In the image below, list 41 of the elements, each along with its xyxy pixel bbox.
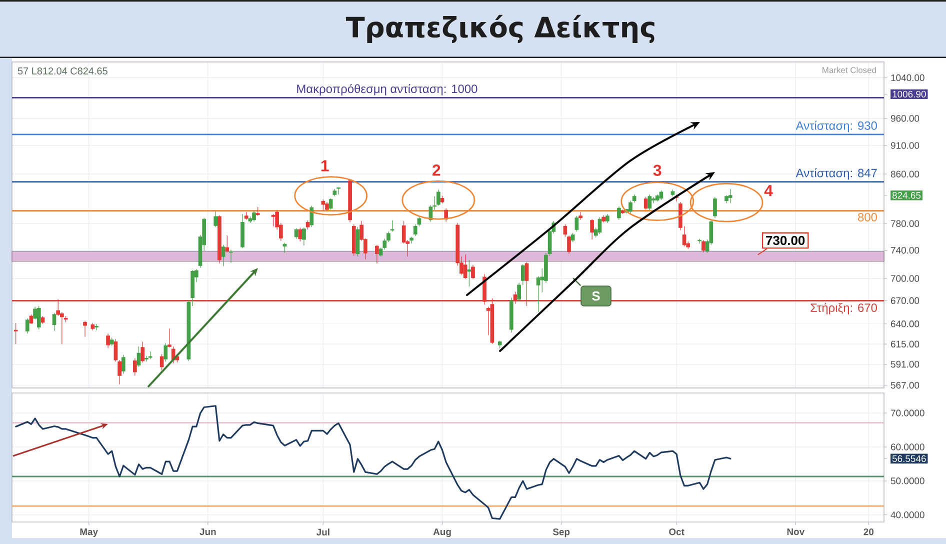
ref-line-label: Αντίσταση: 930 <box>796 120 877 132</box>
y-tick-label: 1006.90 <box>892 90 926 98</box>
ref-line-label: Μακροπρόθεσμη αντίσταση: 1000 <box>297 84 478 96</box>
y-tick-label: 670.00 <box>891 297 920 304</box>
ref-line-label: 800 <box>858 212 877 222</box>
y-tick-label: 60.0000 <box>891 444 924 450</box>
ref-line-label: Στήριξη: 670 <box>810 302 877 314</box>
x-tick-label: Aug <box>433 528 451 538</box>
annotation: 2 <box>432 164 440 176</box>
x-tick-label: Jul <box>316 528 330 536</box>
annotation: 4 <box>764 185 773 196</box>
y-tick-label: 960.00 <box>890 115 920 122</box>
annotation: 1 <box>321 160 329 172</box>
y-tick-label: 50.0000 <box>890 478 924 484</box>
y-tick-label: 824.65 <box>892 192 921 199</box>
y-tick-label: 70.0000 <box>891 410 924 416</box>
x-tick-label: Nov <box>787 528 805 536</box>
annotation: S <box>592 291 600 301</box>
y-tick-label: 1040.00 <box>891 74 924 82</box>
chart-title: Τραπεζικός Δείκτης <box>346 14 654 44</box>
x-tick-label: Jun <box>200 528 216 536</box>
y-tick-label: 640.00 <box>891 320 920 328</box>
x-tick-label: Oct <box>669 528 684 536</box>
x-tick-label: Sep <box>552 528 570 538</box>
x-tick-label: May <box>80 528 98 537</box>
y-tick-label: 40.0000 <box>890 512 924 518</box>
y-tick-label: 615.00 <box>891 340 920 348</box>
y-tick-label: 56.5546 <box>892 455 926 462</box>
x-tick-label: 20 <box>864 528 874 536</box>
y-tick-label: 780.00 <box>891 220 920 227</box>
annotation: 3 <box>653 164 662 176</box>
y-tick-label: 910.00 <box>890 142 920 149</box>
ref-line-label: Αντίσταση: 847 <box>796 168 877 180</box>
y-tick-label: 860.00 <box>890 170 920 178</box>
y-tick-label: 740.00 <box>891 246 920 254</box>
annotation: 57 L812.04 C824.65 <box>18 67 108 75</box>
y-tick-label: 700.00 <box>891 275 920 282</box>
band-label: 730.00 <box>766 236 805 246</box>
annotation: Market Closed <box>822 66 876 74</box>
y-tick-label: 591.00 <box>890 360 920 368</box>
y-tick-label: 567.00 <box>890 382 920 389</box>
